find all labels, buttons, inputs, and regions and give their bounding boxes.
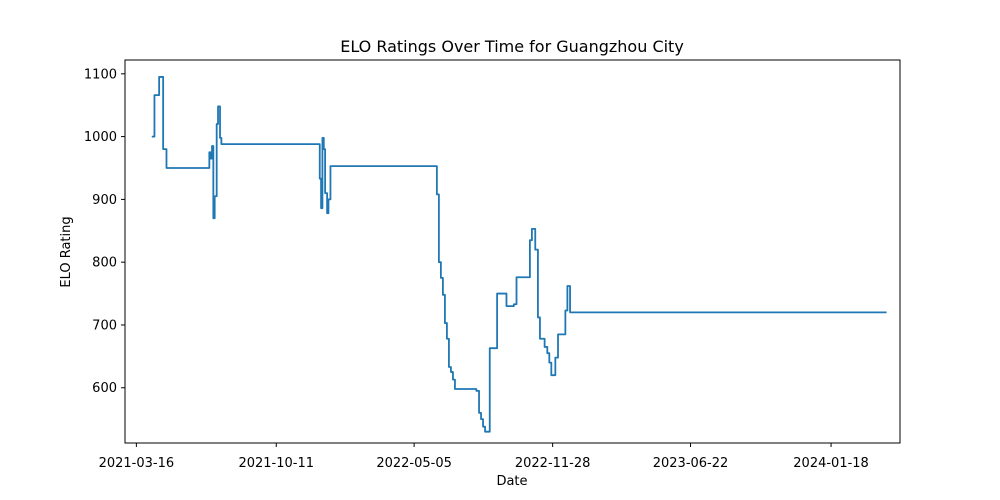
y-axis: 600 700 800 900 1000 1100 xyxy=(84,67,125,396)
y-tick-label: 700 xyxy=(92,318,117,333)
x-axis: 2021-03-16 2021-10-11 2022-05-05 2022-11-28… xyxy=(99,443,869,471)
x-tick-label: 2021-03-16 xyxy=(99,456,175,471)
y-axis-label: ELO Rating xyxy=(59,216,74,287)
x-tick-label: 2023-06-22 xyxy=(653,456,729,471)
x-tick-label: 2021-10-11 xyxy=(238,456,314,471)
x-tick-label: 2022-11-28 xyxy=(515,456,591,471)
x-tick-label: 2022-05-05 xyxy=(376,456,452,471)
series-line-guangzhou-city xyxy=(151,76,887,433)
y-tick-label: 900 xyxy=(92,193,117,208)
plot-frame xyxy=(124,59,901,444)
y-tick-label: 1100 xyxy=(84,67,117,82)
y-tick-label: 800 xyxy=(92,256,117,271)
x-tick-label: 2024-01-18 xyxy=(793,456,869,471)
y-tick-label: 600 xyxy=(92,381,117,396)
y-tick-label: 1000 xyxy=(84,130,117,145)
x-axis-label: Date xyxy=(496,474,527,489)
chart-title: ELO Ratings Over Time for Guangzhou City xyxy=(340,37,684,56)
